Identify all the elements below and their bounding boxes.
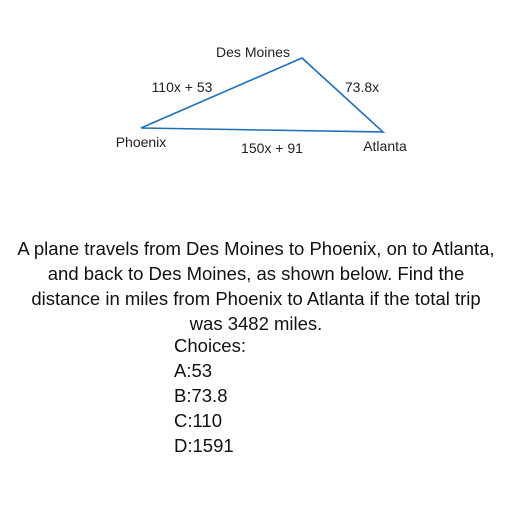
- choices-list: Choices: A:53 B:73.8 C:110 D:1591: [174, 333, 246, 458]
- edge-label-des-moines-phoenix: 110x + 53: [152, 79, 213, 95]
- choices-heading: Choices:: [174, 335, 246, 356]
- vertex-label-atlanta: Atlanta: [363, 138, 407, 154]
- edge-label-phoenix-atlanta: 150x + 91: [241, 140, 303, 156]
- triangle-diagram: Des Moines Phoenix Atlanta 110x + 53 73.…: [116, 44, 407, 156]
- edge-label-des-moines-atlanta: 73.8x: [345, 79, 379, 95]
- choice-d: D:1591: [174, 435, 234, 456]
- choice-c: C:110: [174, 410, 222, 431]
- vertex-label-phoenix: Phoenix: [116, 134, 167, 150]
- vertex-label-des-moines: Des Moines: [216, 44, 290, 60]
- choice-a: A:53: [174, 360, 213, 381]
- choice-b: B:73.8: [174, 385, 228, 406]
- question-text: A plane travels from Des Moines to Phoen…: [17, 238, 495, 334]
- triangle-route: [140, 57, 386, 133]
